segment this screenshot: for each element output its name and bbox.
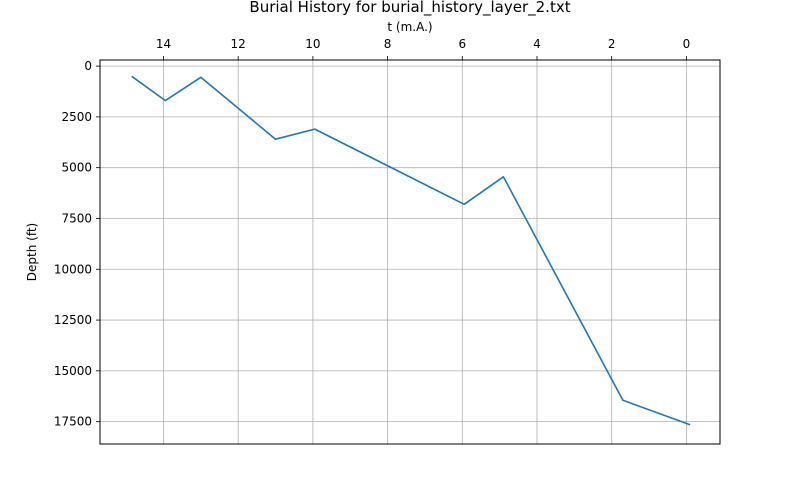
x-tick-label: 6 bbox=[458, 37, 466, 51]
x-tick-label: 4 bbox=[533, 37, 541, 51]
x-tick-label: 8 bbox=[384, 37, 392, 51]
x-tick-label: 14 bbox=[156, 37, 171, 51]
y-axis-label: Depth (ft) bbox=[25, 223, 39, 281]
y-tick-label: 0 bbox=[84, 59, 92, 73]
x-axis-label: t (m.A.) bbox=[387, 20, 432, 34]
y-tick-label: 7500 bbox=[61, 211, 92, 225]
x-tick-label: 2 bbox=[608, 37, 616, 51]
y-tick-label: 15000 bbox=[54, 364, 92, 378]
x-tick-label: 10 bbox=[305, 37, 320, 51]
chart-title: Burial History for burial_history_layer_… bbox=[249, 0, 570, 17]
y-tick-label: 5000 bbox=[61, 161, 92, 175]
y-tick-label: 17500 bbox=[54, 415, 92, 429]
y-tick-label: 12500 bbox=[54, 313, 92, 327]
grid bbox=[100, 60, 720, 444]
series-line-1 bbox=[131, 75, 691, 426]
y-axis-ticks: 0 2500 5000 7500 10000 12500 15000 17500 bbox=[54, 59, 100, 429]
y-tick-label: 2500 bbox=[61, 110, 92, 124]
x-axis-ticks: 14 12 10 8 6 4 2 0 bbox=[156, 37, 690, 60]
x-tick-label: 12 bbox=[231, 37, 246, 51]
series-layer bbox=[131, 75, 691, 426]
x-tick-label: 0 bbox=[683, 37, 691, 51]
y-tick-label: 10000 bbox=[54, 262, 92, 276]
plot-frame bbox=[99, 59, 721, 445]
